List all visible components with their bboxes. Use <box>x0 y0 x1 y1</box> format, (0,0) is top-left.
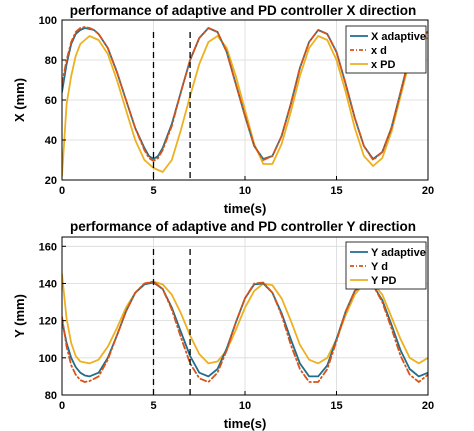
x-axis-label: time(s) <box>224 201 267 216</box>
chart-2: 0 5 10 15 20 80 100 120 140 160 performance of ada… <box>12 219 434 431</box>
chart-title: performance of adaptive and PD controlle… <box>70 219 416 234</box>
chart-1: 0 5 10 15 20 20 40 60 80 100 performance of adapti… <box>12 3 434 216</box>
legend-label-pd: x PD <box>371 59 396 71</box>
y-tick-label: 140 <box>39 278 57 290</box>
y-axis-label: Y (mm) <box>12 294 27 338</box>
y-tick-label: 80 <box>45 390 57 402</box>
x-tick-label: 0 <box>59 185 65 197</box>
y-tick-label: 80 <box>45 55 57 67</box>
x-tick-label: 10 <box>239 185 251 197</box>
x-tick-label: 5 <box>150 400 156 412</box>
y-tick-label: 60 <box>45 95 57 107</box>
chart-title: performance of adaptive and PD controlle… <box>70 3 417 18</box>
y-tick-label: 160 <box>39 241 57 253</box>
x-tick-label: 10 <box>239 400 251 412</box>
legend-label-desired: x d <box>371 45 387 57</box>
y-axis-label: X (mm) <box>12 78 27 122</box>
series-line-pd <box>62 35 428 177</box>
x-tick-label: 20 <box>422 185 434 197</box>
x-tick-label: 15 <box>330 185 342 197</box>
legend-label-adaptive: X adaptive <box>371 31 426 43</box>
x-tick-label: 15 <box>330 400 342 412</box>
x-tick-label: 0 <box>59 400 65 412</box>
x-axis-label: time(s) <box>224 416 267 431</box>
legend-label-desired: Y d <box>371 261 388 273</box>
y-tick-label: 100 <box>39 15 57 27</box>
y-tick-label: 20 <box>45 175 57 187</box>
legend-label-pd: Y PD <box>371 275 397 287</box>
legend: X adaptive x d x PD <box>345 25 427 74</box>
series-group <box>62 26 428 177</box>
y-tick-label: 120 <box>39 316 57 328</box>
x-tick-label: 5 <box>150 185 156 197</box>
y-tick-label: 40 <box>45 135 57 147</box>
legend: Y adaptive Y d Y PD <box>345 241 427 290</box>
y-tick-label: 100 <box>39 353 57 365</box>
series-line-desired <box>62 26 428 162</box>
x-tick-label: 20 <box>422 400 434 412</box>
legend-label-adaptive: Y adaptive <box>371 247 426 259</box>
